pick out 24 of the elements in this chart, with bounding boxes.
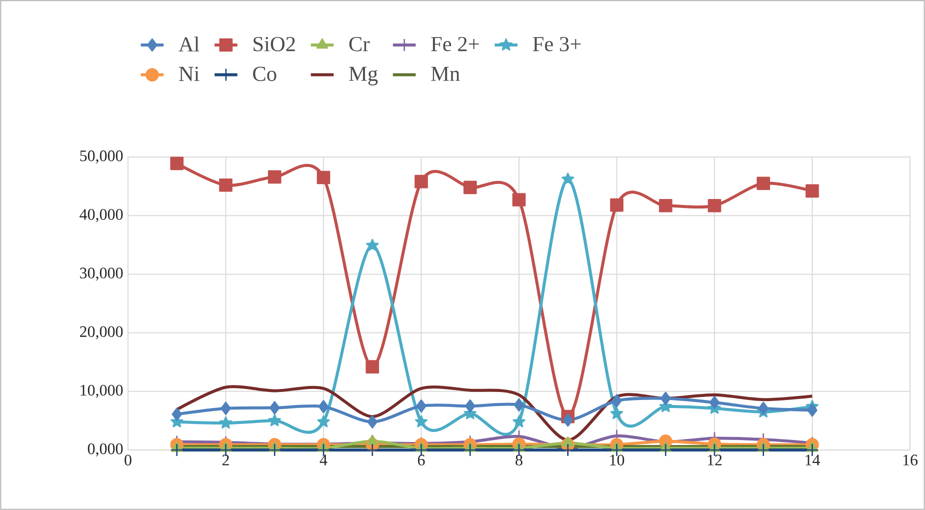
x-tick-label: 12 [708,454,722,466]
legend-label: Fe 2+ [431,36,479,52]
legend-label: Mn [431,66,460,81]
x-tick-label: 6 [418,454,425,466]
x-tick-label: 10 [610,454,624,466]
y-tick-label: 30,000 [80,268,123,281]
y-tick-label: 50,000 [80,150,123,164]
legend-label: SiO2 [254,36,295,52]
x-tick-label: 16 [903,454,918,466]
y-tick-label: 10,000 [80,384,123,398]
y-tick-label: 0,000 [88,443,123,457]
x-tick-label: 8 [516,454,522,466]
x-tick-label: 2 [222,454,229,466]
x-tick-label: 14 [806,454,820,466]
legend-label: Al [178,36,200,52]
legend-label: Ni [179,66,200,81]
y-tick-label: 20,000 [80,326,123,340]
legend-label: Co [253,66,276,82]
legend-label: Cr [349,36,370,52]
y-tick-label: 40,000 [80,209,123,222]
x-tick-label: 4 [320,454,328,466]
legend-label: Mg [349,66,378,86]
legend-label: Fe 3+ [532,36,581,52]
x-tick-label: 0 [124,454,132,466]
